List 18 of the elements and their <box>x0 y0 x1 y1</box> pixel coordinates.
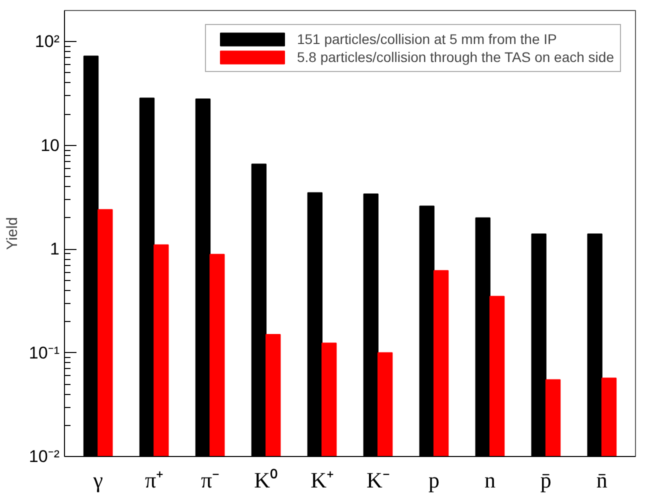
y-tick-label: 10⁻² <box>28 447 60 466</box>
x-tick-label: γ <box>92 468 104 492</box>
x-tick-label: n <box>484 468 496 492</box>
legend-label: 5.8 particles/collision through the TAS on each side <box>296 49 614 65</box>
x-tick-label: n̄ <box>596 468 608 492</box>
x-tick-label: K⁻ <box>366 468 390 492</box>
y-axis-title: Yield <box>4 217 21 250</box>
y-tick-label: 10 <box>40 136 60 155</box>
x-tick-label: K⁺ <box>310 468 334 492</box>
x-tick-label: π⁻ <box>200 468 220 492</box>
legend-label: 151 particles/collision at 5 mm from the IP <box>296 31 557 47</box>
x-tick-label: K⁰ <box>254 468 278 492</box>
y-tick-label: 1 <box>50 240 60 259</box>
x-tick-label: π⁺ <box>145 468 164 492</box>
x-tick-label: p <box>428 468 440 492</box>
y-tick-label: 10⁻¹ <box>28 343 60 362</box>
y-tick-label: 10² <box>34 32 60 52</box>
x-tick-label: p̄ <box>540 468 552 492</box>
